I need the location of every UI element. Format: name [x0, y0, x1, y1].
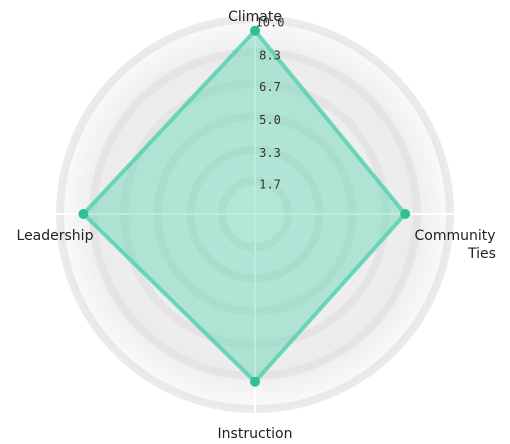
- radar-point: [78, 209, 89, 219]
- category-label: Instruction: [218, 426, 293, 442]
- category-label: Community Ties: [414, 228, 495, 262]
- r-tick-label: 1.7: [259, 177, 281, 191]
- r-tick-label: 8.3: [259, 49, 281, 63]
- r-tick-label: 5.0: [259, 113, 281, 127]
- r-tick-label: 6.7: [259, 80, 281, 94]
- category-label: Leadership: [17, 228, 94, 244]
- r-tick-label: 10.0: [256, 16, 285, 30]
- r-tick-label: 3.3: [259, 146, 281, 160]
- radar-point: [250, 25, 260, 36]
- category-label: Climate: [228, 9, 282, 25]
- radar-point: [250, 376, 260, 387]
- radar-point: [400, 209, 411, 219]
